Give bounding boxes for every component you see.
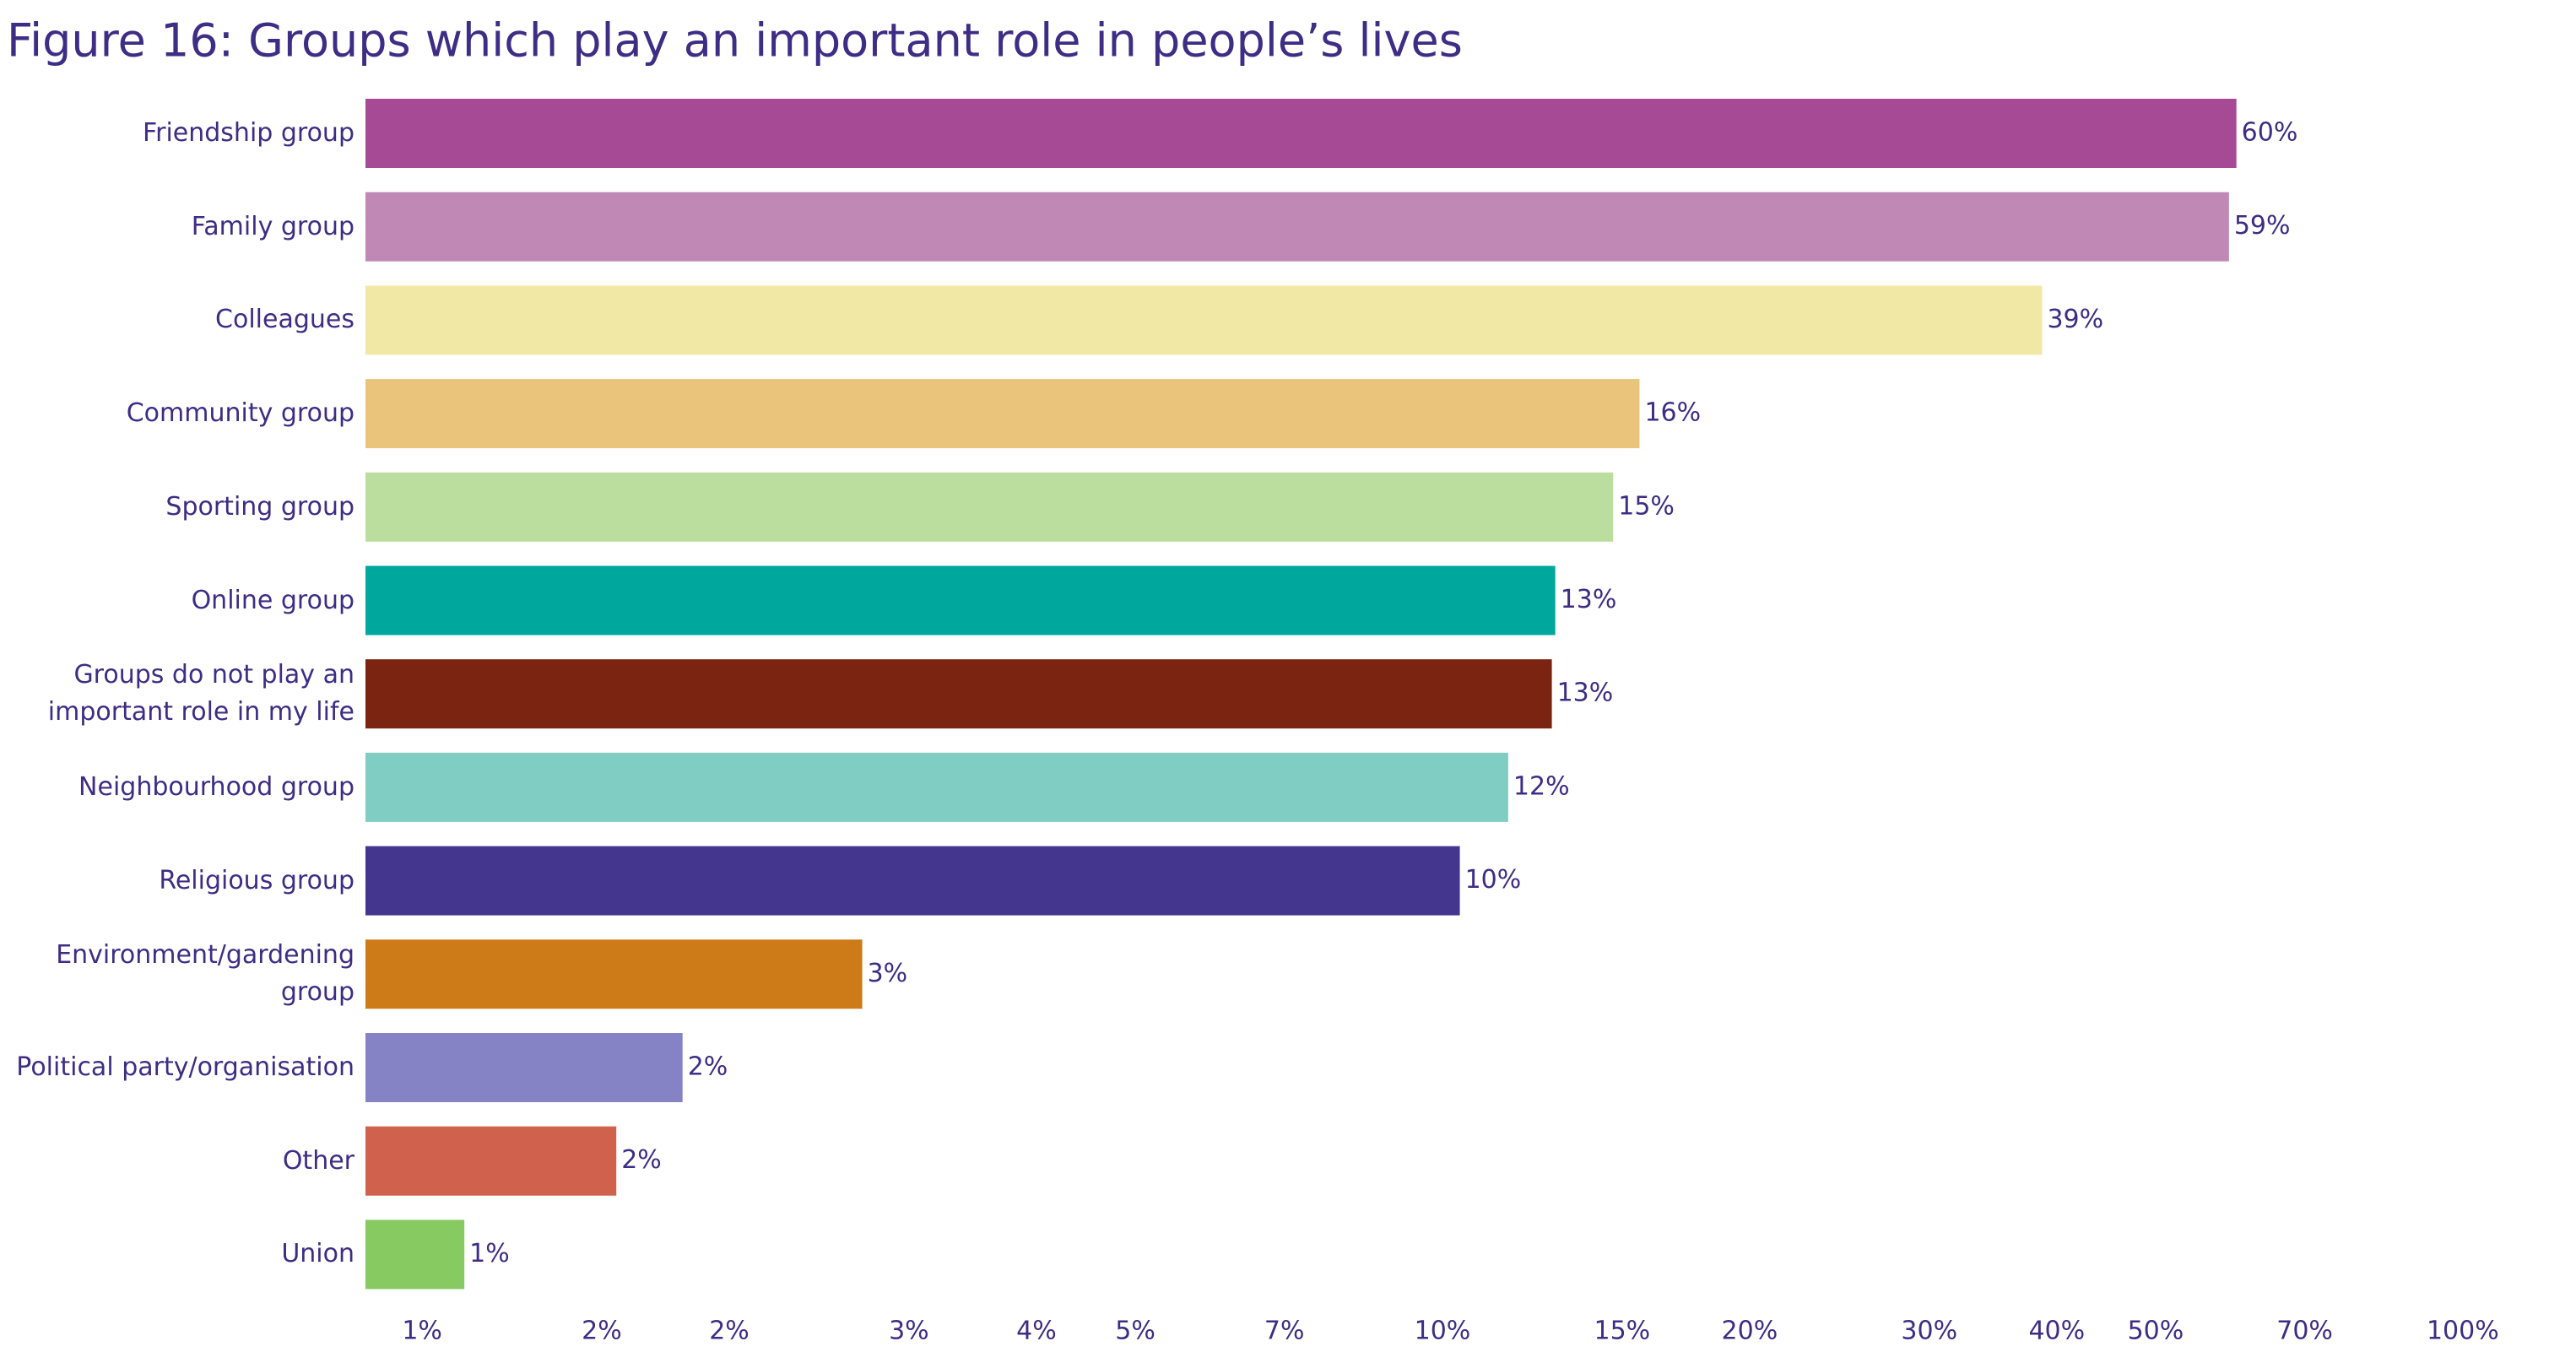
bar: [365, 379, 1640, 449]
x-tick-label: 40%: [2028, 1317, 2085, 1346]
value-label: 15%: [1618, 491, 1675, 521]
bar: [365, 1126, 617, 1196]
bar: [365, 285, 2043, 355]
category-label: Environment/gardening group: [56, 940, 354, 1008]
bar: [365, 752, 1508, 822]
value-label: 16%: [1644, 398, 1701, 428]
x-tick-label: 30%: [1901, 1317, 1957, 1346]
category-label: Neighbourhood group: [78, 771, 354, 802]
category-label: Online group: [191, 585, 354, 615]
value-label: 10%: [1465, 865, 1522, 895]
bar: [365, 1033, 683, 1102]
value-label: 60%: [2242, 118, 2298, 148]
bar: [365, 846, 1460, 916]
value-label: 3%: [868, 959, 908, 988]
x-tick-label: 100%: [2427, 1317, 2499, 1346]
value-label: 1%: [469, 1239, 510, 1268]
category-label: Religious group: [159, 865, 354, 895]
x-tick-label: 1%: [402, 1317, 442, 1346]
category-label: Friendship group: [143, 118, 354, 148]
category-label: Sporting group: [165, 491, 354, 522]
bar: [365, 659, 1552, 729]
value-label: 59%: [2234, 211, 2291, 241]
x-tick-label: 15%: [1594, 1317, 1651, 1346]
category-label: Community group: [126, 398, 354, 429]
bar: [365, 99, 2237, 168]
x-tick-label: 7%: [1264, 1317, 1305, 1346]
x-tick-label: 2%: [582, 1317, 622, 1346]
chart-title: Figure 16: Groups which play an importan…: [7, 14, 1463, 68]
x-tick-label: 70%: [2276, 1317, 2333, 1346]
x-tick-label: 5%: [1115, 1317, 1155, 1346]
bar: [365, 1220, 465, 1290]
x-tick-label: 20%: [1722, 1317, 1778, 1346]
value-label: 13%: [1557, 679, 1614, 708]
x-tick-label: 3%: [889, 1317, 929, 1346]
category-label: Other: [282, 1145, 354, 1176]
category-label: Groups do not play an important role in …: [47, 660, 354, 727]
value-label: 12%: [1513, 771, 1570, 801]
bar: [365, 939, 863, 1009]
category-label: Political party/organisation: [16, 1052, 354, 1082]
bar: [365, 192, 2229, 262]
value-label: 13%: [1561, 585, 1617, 614]
x-tick-label: 50%: [2128, 1317, 2184, 1346]
category-label: Union: [281, 1239, 354, 1269]
x-tick-label: 4%: [1016, 1317, 1057, 1346]
category-label: Colleagues: [215, 305, 354, 335]
value-label: 39%: [2047, 305, 2103, 334]
bar: [365, 565, 1556, 635]
category-label: Family group: [191, 211, 354, 241]
value-label: 2%: [621, 1145, 662, 1175]
bar: [365, 472, 1614, 542]
value-label: 2%: [688, 1052, 728, 1082]
x-tick-label: 2%: [709, 1317, 750, 1346]
x-tick-label: 10%: [1415, 1317, 1471, 1346]
